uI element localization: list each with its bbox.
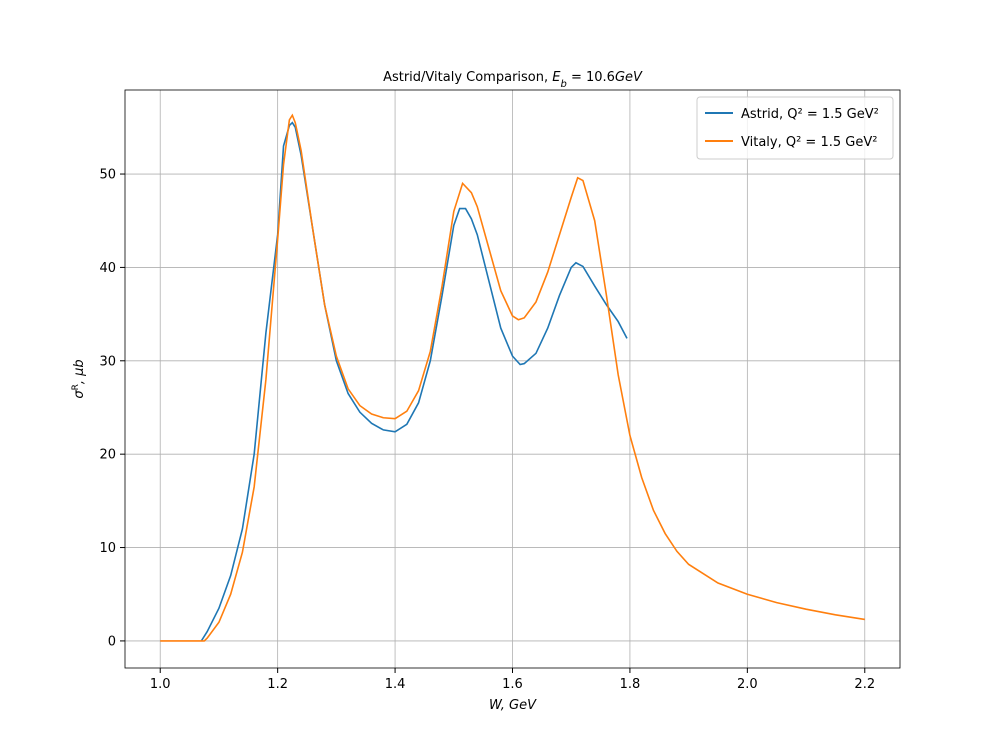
plot-frame bbox=[124, 89, 901, 669]
y-tick-label: 30 bbox=[99, 354, 116, 369]
chart-title-part: GeV bbox=[615, 70, 643, 85]
x-tick-label: 2.2 bbox=[854, 677, 875, 692]
series-line bbox=[160, 113, 865, 642]
x-tick-label: 1.6 bbox=[502, 677, 523, 692]
legend-box bbox=[696, 96, 894, 160]
y-tick-label: 10 bbox=[99, 541, 116, 556]
chart-title-part: Astrid/Vitaly Comparison, bbox=[383, 70, 552, 85]
y-axis-label-part: , μb bbox=[72, 359, 87, 384]
y-tick-label: 0 bbox=[108, 634, 116, 649]
y-tick-label: 50 bbox=[99, 168, 116, 183]
x-axis-label-part: W, GeV bbox=[489, 698, 537, 713]
x-tick-label: 1.2 bbox=[267, 677, 288, 692]
legend-label: Astrid, Q² = 1.5 GeV² bbox=[741, 107, 879, 122]
chart-title-part: = 10.6 bbox=[567, 70, 615, 85]
y-tick-label: 40 bbox=[99, 261, 116, 276]
y-axis-label: σR, μb bbox=[71, 359, 87, 398]
y-axis-label-part: σ bbox=[72, 390, 87, 399]
chart-title-part: b bbox=[560, 79, 566, 90]
legend-label: Vitaly, Q² = 1.5 GeV² bbox=[741, 135, 877, 150]
x-tick-label: 1.8 bbox=[620, 677, 641, 692]
y-tick-label: 20 bbox=[99, 448, 116, 463]
x-tick-label: 1.0 bbox=[150, 677, 171, 692]
chart-title-part: E bbox=[552, 70, 561, 85]
x-tick-label: 1.4 bbox=[385, 677, 406, 692]
x-tick-label: 2.0 bbox=[737, 677, 758, 692]
y-axis-label-part: R bbox=[71, 384, 81, 390]
x-axis-label: W, GeV bbox=[489, 698, 537, 713]
chart-title: Astrid/Vitaly Comparison, Eb = 10.6GeV bbox=[383, 70, 643, 90]
